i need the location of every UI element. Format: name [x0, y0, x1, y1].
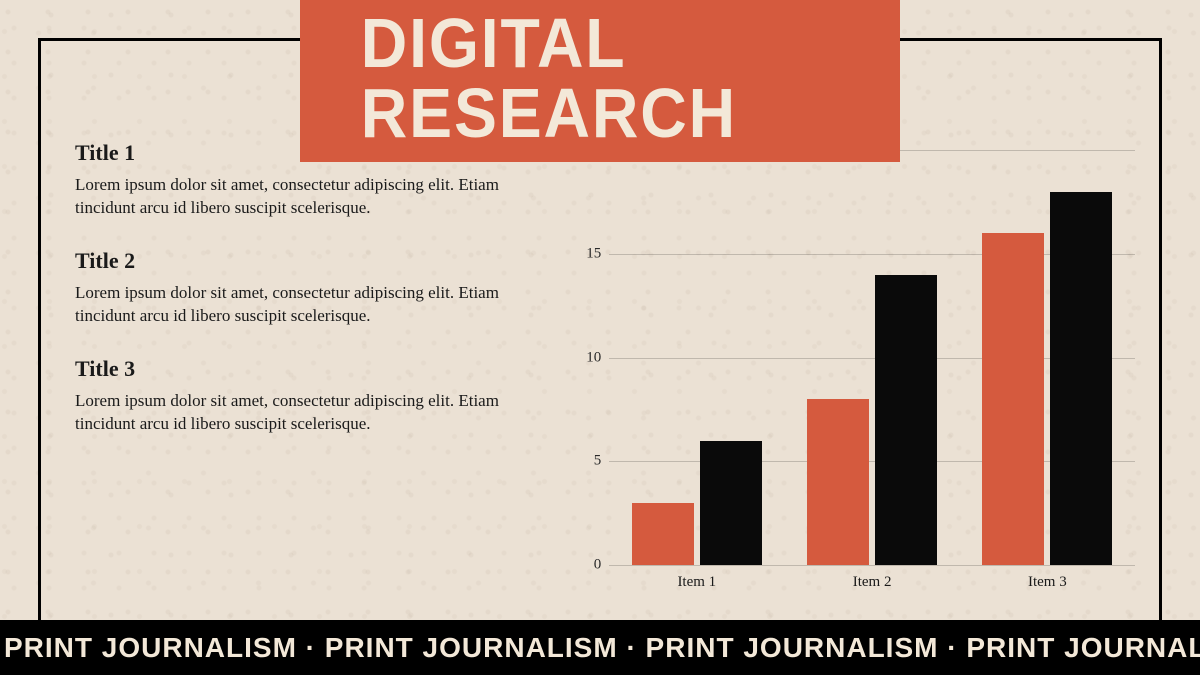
section-body: Lorem ipsum dolor sit amet, consectetur …	[75, 390, 547, 436]
chart-gridline	[609, 565, 1135, 566]
chart-bar	[1050, 192, 1112, 566]
chart-ytick: 5	[569, 453, 601, 470]
chart-xlabel: Item 1	[609, 574, 784, 591]
section-title: Title 2	[75, 248, 547, 274]
chart-plot-area: 05101520Item 1Item 2Item 3	[609, 150, 1135, 565]
footer-ticker: PRINT JOURNALISM · PRINT JOURNALISM · PR…	[0, 620, 1200, 675]
chart-ytick: 10	[569, 349, 601, 366]
text-column: Title 1 Lorem ipsum dolor sit amet, cons…	[75, 140, 567, 595]
chart-bar	[875, 275, 937, 566]
content-area: Title 1 Lorem ipsum dolor sit amet, cons…	[75, 140, 1145, 595]
chart-bar-group: Item 2	[784, 150, 959, 565]
section-2: Title 2 Lorem ipsum dolor sit amet, cons…	[75, 248, 547, 328]
chart-column: 05101520Item 1Item 2Item 3	[567, 140, 1145, 595]
chart-ytick: 0	[569, 557, 601, 574]
page-title: DIGITAL RESEARCH	[361, 8, 839, 148]
chart-bars: Item 1Item 2Item 3	[609, 150, 1135, 565]
bar-chart: 05101520Item 1Item 2Item 3	[567, 140, 1135, 595]
section-body: Lorem ipsum dolor sit amet, consectetur …	[75, 174, 547, 220]
chart-ytick: 15	[569, 245, 601, 262]
ticker-text: PRINT JOURNALISM · PRINT JOURNALISM · PR…	[4, 632, 1200, 663]
chart-bar	[807, 399, 869, 565]
section-body: Lorem ipsum dolor sit amet, consectetur …	[75, 282, 547, 328]
title-banner: DIGITAL RESEARCH	[300, 0, 900, 162]
chart-bar	[982, 233, 1044, 565]
chart-bar	[632, 503, 694, 565]
chart-bar-group: Item 1	[609, 150, 784, 565]
chart-bar	[700, 441, 762, 566]
chart-xlabel: Item 3	[960, 574, 1135, 591]
section-title: Title 3	[75, 356, 547, 382]
chart-xlabel: Item 2	[784, 574, 959, 591]
slide: DIGITAL RESEARCH Title 1 Lorem ipsum dol…	[0, 0, 1200, 675]
section-3: Title 3 Lorem ipsum dolor sit amet, cons…	[75, 356, 547, 436]
chart-bar-group: Item 3	[960, 150, 1135, 565]
